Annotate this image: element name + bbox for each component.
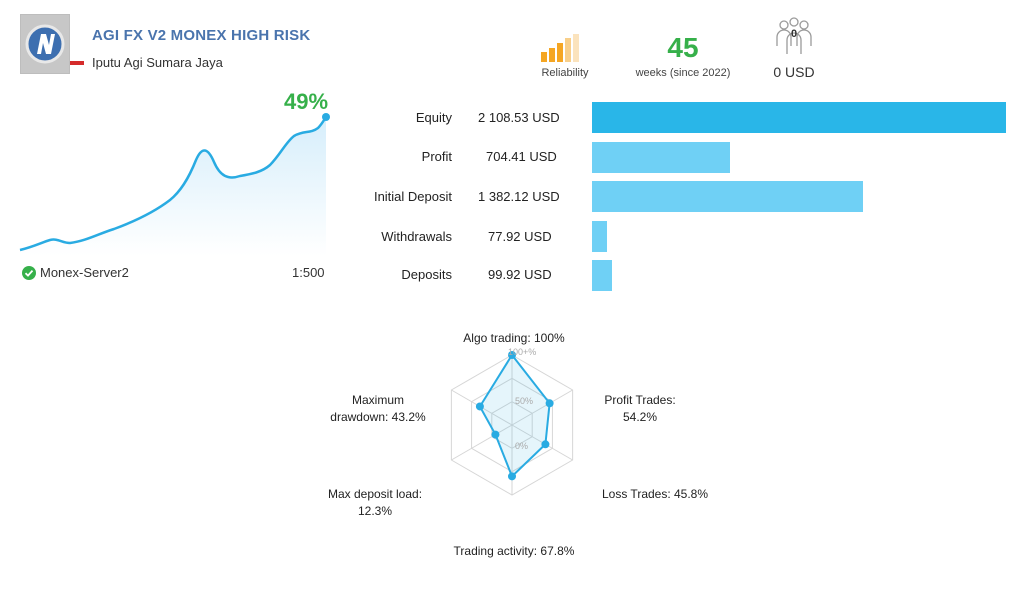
profit-bar [592,142,730,173]
radar-label-profit-trades: Profit Trades: 54.2% [604,393,676,424]
withdrawals-bar [592,221,607,252]
radar-value-polygon [478,353,551,479]
subscribers-count: 0 [790,28,798,40]
profit-value: 704.41 USD [486,149,557,164]
equity-bar [592,102,1006,133]
weeks-label: weeks (since 2022) [635,67,731,79]
radar-label-trading-activity: Trading activity: 67.8% [453,544,575,558]
check-circle-icon [22,266,36,280]
growth-percent: 49% [284,89,329,114]
reliability-bars-icon [532,30,602,64]
country-flag-icon [70,61,84,65]
initial-deposit-label: Initial Deposit [373,189,452,204]
equity-value: 2 108.53 USD [478,110,560,125]
withdrawals-value: 77.92 USD [488,229,552,244]
growth-chart[interactable] [18,110,334,256]
initial-deposit-value: 1 382.12 USD [478,189,560,204]
radar-scale-100: 100+% [508,347,537,357]
growth-endpoint [322,113,330,121]
radar-point [541,440,550,449]
deposits-bar [592,260,612,291]
deposits-value: 99.92 USD [488,267,552,282]
radar-chart[interactable] [412,330,612,560]
subscription-price: 0 USD [773,64,815,80]
radar-axis-line [511,389,573,426]
radar-label-max-drawdown: Maximum drawdown: 43.2% [330,393,426,424]
deposits-label: Deposits [401,267,452,282]
profit-label: Profit [421,149,452,164]
radar-scale-0: 0% [515,441,529,451]
reliability-label: Reliability [541,67,589,79]
author-name[interactable]: Iputu Agi Sumara Jaya [92,55,223,70]
radar-axis-line [451,424,513,461]
equity-label: Equity [415,110,452,125]
radar-label-algo-trading: Algo trading: 100% [463,331,565,345]
withdrawals-label: Withdrawals [381,229,452,244]
radar-scale-50: 50% [515,396,534,406]
subscribers-icon [772,16,816,56]
radar-point [475,402,484,411]
initial-deposit-bar [592,181,863,212]
signal-logo[interactable] [20,14,70,74]
radar-point [508,351,516,359]
radar-label-max-deposit-load: Max deposit load: 12.3% [327,487,423,518]
server-name[interactable]: Monex-Server2 [40,265,129,280]
radar-point [545,399,554,408]
signal-title[interactable]: AGI FX V2 MONEX HIGH RISK [92,27,311,44]
radar-label-loss-trades: Loss Trades: 45.8% [601,487,709,501]
weeks-count: 45 [667,32,699,63]
leverage: 1:500 [292,265,325,280]
radar-point [508,472,516,481]
radar-point [491,430,500,439]
